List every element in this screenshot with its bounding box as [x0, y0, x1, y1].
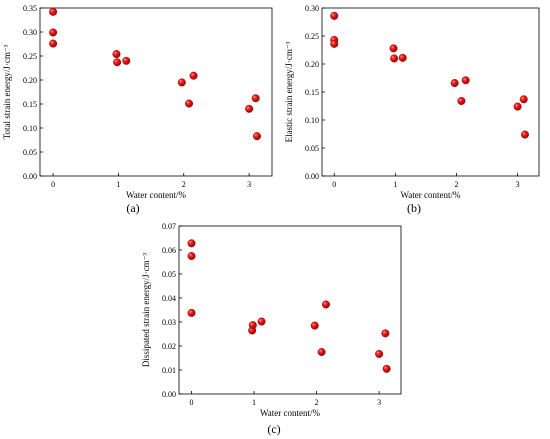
y-tick-label: 0.20 — [305, 60, 319, 69]
data-point — [382, 364, 391, 373]
x-tick-label: 0 — [51, 180, 55, 189]
data-point — [177, 78, 186, 87]
x-tick-label: 1 — [252, 398, 256, 407]
x-tick-label: 2 — [315, 398, 319, 407]
data-point — [113, 58, 122, 67]
y-tick-label: 0.00 — [305, 172, 319, 181]
panel-label: (a) — [126, 201, 139, 215]
x-tick-label: 2 — [182, 180, 186, 189]
data-point — [122, 56, 131, 65]
y-tick-label: 0.25 — [23, 52, 37, 61]
x-tick-label: 1 — [393, 180, 397, 189]
data-point — [112, 50, 121, 59]
data-point — [520, 130, 529, 139]
x-tick-label: 3 — [377, 398, 381, 407]
x-tick-label: 0 — [190, 398, 194, 407]
data-point — [49, 28, 58, 37]
x-tick-label: 3 — [247, 180, 251, 189]
y-tick-label: 0.05 — [305, 144, 319, 153]
y-tick-label: 0.35 — [23, 4, 37, 13]
chart-panel-b: 0.00 0.05 0.10 0.15 0.20 0.25 0.30 0 1 2 3 Water co… — [284, 4, 540, 215]
data-point — [252, 132, 261, 141]
y-axis-label: Elastic strain energy/J·cm⁻³ — [284, 41, 294, 142]
data-point — [330, 11, 339, 20]
y-tick-label: 0.02 — [162, 342, 176, 351]
data-point — [185, 99, 194, 108]
data-point — [390, 54, 399, 63]
data-point — [248, 321, 257, 330]
data-point — [187, 239, 196, 248]
panel-label: (c) — [267, 422, 280, 436]
data-point — [189, 71, 198, 80]
y-axis-label: Total strain energy/J·cm⁻³ — [2, 44, 12, 139]
data-point — [375, 349, 384, 358]
data-point — [330, 39, 339, 48]
x-axis-label: Water content/% — [260, 408, 321, 418]
data-point — [519, 95, 528, 104]
y-tick-label: 0.15 — [23, 100, 37, 109]
chart-panel-c: 0.00 0.01 0.02 0.03 0.04 0.05 0.06 0.07 0 1 2 3 Wate… — [141, 222, 402, 436]
data-point — [310, 321, 319, 330]
y-tick-label: 0.04 — [162, 294, 176, 303]
data-point — [461, 76, 470, 85]
data-point — [317, 348, 326, 357]
y-tick-label: 0.25 — [305, 32, 319, 41]
data-point — [389, 44, 398, 53]
data-point — [251, 94, 260, 103]
data-point — [49, 39, 58, 48]
y-tick-label: 0.10 — [23, 124, 37, 133]
y-tick-label: 0.00 — [162, 390, 176, 399]
x-tick-label: 3 — [516, 180, 520, 189]
y-tick-label: 0.03 — [162, 318, 176, 327]
y-tick-label: 0.07 — [162, 222, 176, 231]
x-axis-label: Water content/% — [126, 190, 187, 200]
y-tick-label: 0.20 — [23, 76, 37, 85]
plot-frame — [178, 225, 402, 395]
y-tick-label: 0.30 — [23, 28, 37, 37]
data-point — [457, 96, 466, 105]
data-point — [257, 317, 266, 326]
y-tick-label: 0.30 — [305, 4, 319, 13]
y-tick-label: 0.10 — [305, 116, 319, 125]
data-point — [513, 102, 522, 111]
y-axis-label: Dissipated strain energy/J·cm⁻³ — [141, 253, 151, 368]
y-tick-label: 0.05 — [162, 270, 176, 279]
data-point — [49, 7, 58, 16]
plot-frame — [39, 7, 273, 177]
plot-frame — [321, 7, 540, 177]
x-tick-label: 1 — [116, 180, 120, 189]
data-point — [245, 104, 254, 113]
data-point — [187, 308, 196, 317]
y-tick-label: 0.05 — [23, 148, 37, 157]
x-tick-label: 0 — [332, 180, 336, 189]
y-tick-label: 0.00 — [23, 172, 37, 181]
x-axis-label: Water content/% — [401, 190, 462, 200]
data-point — [381, 329, 390, 338]
x-tick-label: 2 — [454, 180, 458, 189]
y-tick-label: 0.01 — [162, 366, 176, 375]
chart-panel-a: 0.00 0.05 0.10 0.15 0.20 0.25 0.30 0.35 0 1 2 3 Wate… — [2, 4, 273, 215]
data-point — [187, 251, 196, 260]
y-tick-label: 0.15 — [305, 88, 319, 97]
data-point — [450, 79, 459, 88]
data-point — [398, 53, 407, 62]
y-tick-label: 0.06 — [162, 246, 176, 255]
data-point — [321, 300, 330, 309]
panel-label: (b) — [407, 201, 421, 215]
